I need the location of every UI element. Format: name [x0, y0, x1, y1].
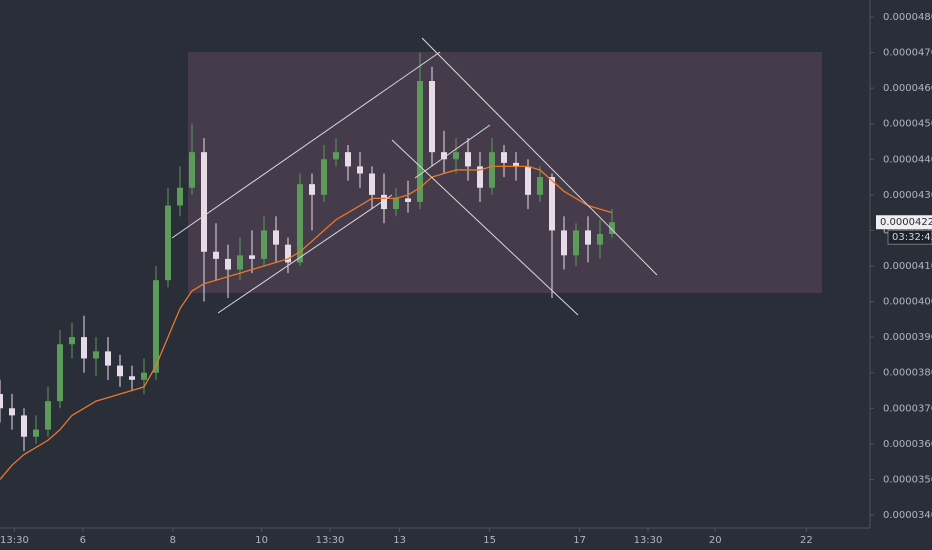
candle-body	[177, 187, 183, 206]
y-tick-label: 0.00004400	[883, 154, 932, 165]
y-tick-label: 0.00004700	[883, 48, 932, 59]
y-tick-label: 0.00004100	[883, 261, 932, 272]
trend-line	[171, 51, 441, 239]
candle-body	[21, 415, 27, 437]
x-tick-label: 13	[393, 535, 406, 546]
y-tick-label: 0.00003600	[883, 439, 932, 450]
candle-body	[345, 152, 351, 167]
candle-body	[9, 408, 15, 416]
candle-body	[81, 337, 87, 359]
trend-line	[217, 194, 393, 314]
moving-average	[0, 165, 613, 480]
x-tick-label: 22	[800, 535, 813, 546]
candle-body	[561, 230, 567, 256]
x-tick-label: 17	[573, 535, 586, 546]
candle-body	[489, 152, 495, 188]
marks	[0, 52, 615, 480]
candle-body	[609, 222, 615, 234]
x-tick-label: 8	[170, 535, 176, 546]
x-tick-label: 6	[80, 535, 86, 546]
candle-body	[357, 166, 363, 174]
y-tick-label: 0.00003500	[883, 474, 932, 485]
candle-body	[549, 177, 555, 231]
y-tick-label: 0.00003400	[883, 510, 932, 521]
candle-body	[237, 255, 243, 270]
x-tick-label: 13:30	[0, 535, 29, 546]
y-tick-label: 0.00003900	[883, 332, 932, 343]
x-tick-label: 13:30	[316, 535, 345, 546]
candle-body	[597, 233, 603, 245]
candle-body	[93, 351, 99, 359]
x-tick-label: 15	[483, 535, 496, 546]
candle-body	[249, 255, 255, 259]
candle-body	[441, 152, 447, 160]
y-tick-label: 0.00004000	[883, 297, 932, 308]
y-tick-label: 0.00003800	[883, 368, 932, 379]
candle-body	[369, 173, 375, 195]
x-tick-label: 13:30	[634, 535, 663, 546]
y-tick-label: 0.00004300	[883, 190, 932, 201]
y-tick-label: 0.00004500	[883, 119, 932, 130]
candle-body	[69, 337, 75, 345]
range-box	[188, 52, 822, 293]
candle-body	[153, 280, 159, 373]
candle-body	[165, 205, 171, 281]
candle-body	[585, 230, 591, 245]
candle-body	[501, 152, 507, 163]
candle-body	[213, 251, 219, 259]
countdown-box	[887, 229, 932, 245]
candle-body	[405, 198, 411, 202]
candle-body	[453, 152, 459, 160]
candle-body	[105, 351, 111, 366]
trend-line	[421, 37, 658, 276]
candle-body	[477, 166, 483, 188]
last-price-box	[876, 215, 932, 230]
countdown: 03:32:43	[892, 232, 932, 243]
candle-body	[309, 184, 315, 195]
candle-body	[141, 372, 147, 380]
candle-body	[189, 152, 195, 188]
candle-body	[393, 198, 399, 210]
candle-body	[333, 152, 339, 160]
candle-body	[429, 81, 435, 153]
candle-body	[525, 166, 531, 195]
candle-body	[285, 244, 291, 263]
candle-body	[0, 394, 3, 409]
x-tick-label: 10	[255, 535, 268, 546]
candle-body	[261, 230, 267, 259]
candle-body	[321, 159, 327, 195]
candle-body	[117, 365, 123, 377]
candle-body	[417, 81, 423, 202]
trend-line	[414, 124, 491, 179]
candle-body	[225, 258, 231, 270]
candle-body	[381, 194, 387, 210]
y-tick-label: 0.00003700	[883, 403, 932, 414]
x-tick-label: 20	[709, 535, 722, 546]
trend-line	[391, 139, 579, 316]
candle-body	[513, 162, 519, 167]
candle-body	[537, 177, 543, 195]
candle-body	[201, 152, 207, 252]
y-tick-label: 0.00004800	[883, 12, 932, 23]
candle-body	[273, 230, 279, 245]
candle-body	[57, 344, 63, 402]
candle-body	[45, 401, 51, 430]
candle-body	[573, 230, 579, 256]
last-price-label: 0.00004223	[880, 217, 932, 228]
candle-body	[297, 184, 303, 263]
candle-body	[129, 376, 135, 380]
candle-body	[33, 429, 39, 437]
candle-body	[465, 152, 471, 167]
y-tick-label: 0.00004600	[883, 83, 932, 94]
